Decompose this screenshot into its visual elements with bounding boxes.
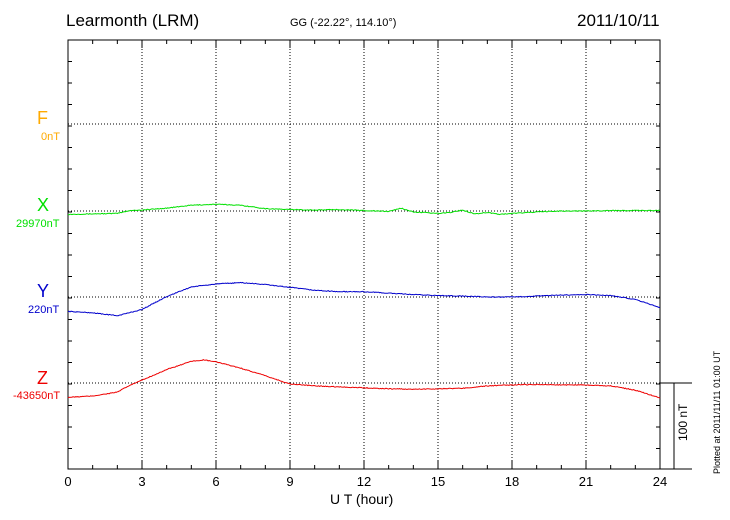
plot-frame xyxy=(67,39,661,470)
plotted-timestamp: Plotted at 2011/11/11 01:00 UT xyxy=(712,350,722,474)
station-title: Learmonth (LRM) xyxy=(66,11,200,30)
x-axis-label: U T (hour) xyxy=(330,491,394,507)
series-label-X: X xyxy=(37,195,50,215)
x-tick-label: 12 xyxy=(357,474,371,489)
x-tick-label: 3 xyxy=(138,474,145,489)
grid-lines xyxy=(68,40,660,469)
series-line-X xyxy=(68,203,661,216)
series-label-Y: Y xyxy=(37,281,50,301)
x-tick-label: 0 xyxy=(64,474,71,489)
x-tick-label: 9 xyxy=(286,474,293,489)
plot-border xyxy=(67,39,661,470)
x-tick-label: 21 xyxy=(579,474,593,489)
series-line-Y xyxy=(67,281,661,317)
x-tick-label: 24 xyxy=(653,474,667,489)
chart-date: 2011/10/11 xyxy=(577,11,660,30)
series-label-F: F xyxy=(37,108,48,128)
series-lines xyxy=(67,203,661,399)
x-tick-label: 6 xyxy=(212,474,219,489)
series-baseline-F: 0nT xyxy=(41,131,60,143)
x-tick-label: 15 xyxy=(431,474,445,489)
axis-ticks: 0 3 6 9 12 15 18 21 24 xyxy=(64,40,667,489)
scale-bar-label: 100 nT xyxy=(676,403,690,441)
scale-bar xyxy=(660,382,692,470)
x-tick-label: 18 xyxy=(505,474,519,489)
series-baseline-X: 29970nT xyxy=(16,218,60,230)
station-coordinates: GG (-22.22°, 114.10°) xyxy=(290,17,397,29)
series-label-Z: Z xyxy=(37,368,48,388)
series-baseline-Y: 220nT xyxy=(28,304,60,316)
series-baseline-Z: -43650nT xyxy=(13,390,61,402)
series-line-Z xyxy=(67,359,661,399)
